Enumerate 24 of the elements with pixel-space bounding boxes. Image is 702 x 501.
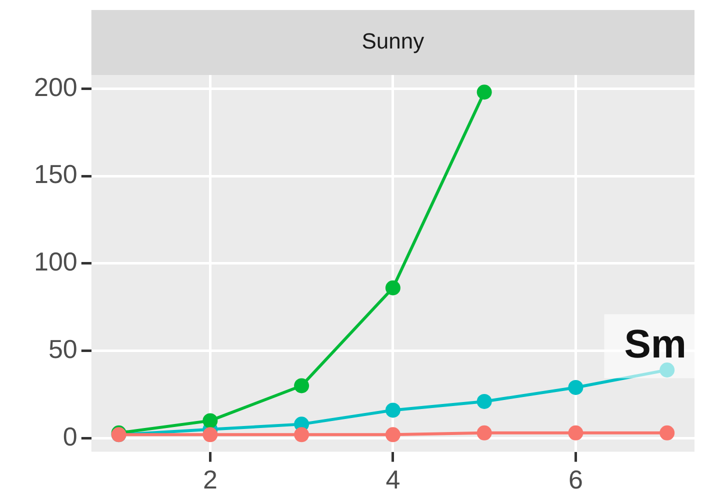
- point: [476, 425, 492, 440]
- point: [202, 413, 218, 428]
- y-tick-label: 100: [34, 246, 78, 277]
- point: [385, 402, 400, 418]
- y-tick-label: 50: [48, 334, 78, 364]
- point: [660, 362, 675, 378]
- point: [385, 280, 400, 296]
- x-tick-label: 2: [202, 464, 218, 495]
- x-tick-label: 6: [568, 464, 583, 495]
- point: [568, 380, 584, 395]
- point: [476, 84, 492, 100]
- point: [294, 378, 310, 394]
- point: [385, 427, 400, 442]
- chart-title: Sunny: [362, 28, 424, 54]
- annotation: Sm: [624, 322, 687, 366]
- point: [476, 394, 492, 409]
- point: [660, 425, 675, 440]
- y-tick-label: 150: [34, 159, 78, 190]
- point: [568, 425, 584, 440]
- x-tick-label: 4: [386, 464, 400, 495]
- point: [202, 427, 218, 442]
- y-tick-label: 0: [62, 421, 78, 452]
- point: [294, 427, 310, 442]
- y-tick-label: 200: [34, 72, 78, 102]
